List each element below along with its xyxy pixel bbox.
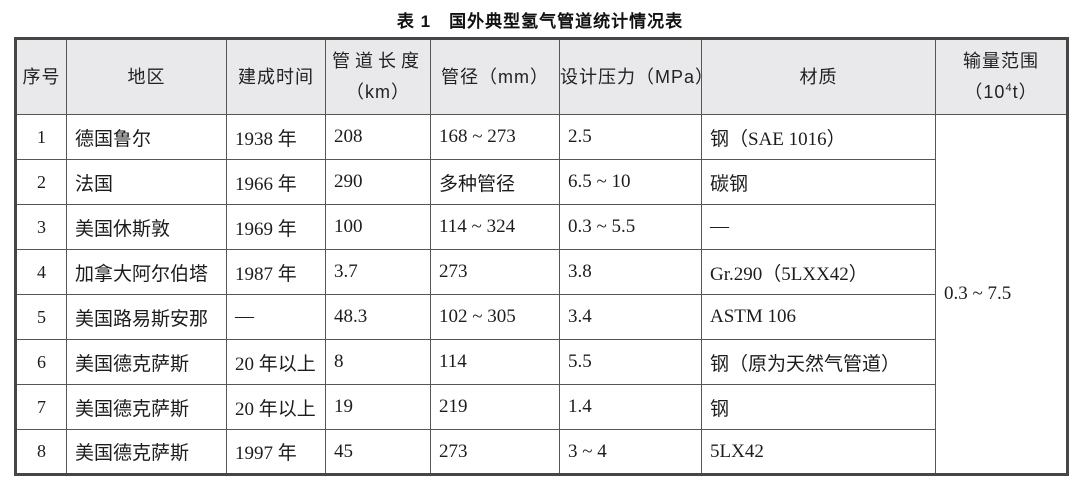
cell-design-pressure: 5.5 — [559, 339, 702, 385]
col-header-built-time: 建成时间 — [226, 38, 326, 115]
cell-diameter: 273 — [430, 249, 560, 295]
col-header-material-label: 材质 — [799, 66, 838, 87]
cell-material: 5LX42 — [701, 429, 936, 475]
cell-built-time: 1987 年 — [226, 249, 326, 295]
table-row: 4 加拿大阿尔伯塔 1987 年 3.7 273 3.8 Gr.290（5LXX… — [15, 249, 1068, 295]
cell-design-pressure: 2.5 — [559, 114, 702, 160]
cell-pipe-length: 45 — [325, 429, 431, 475]
col-header-pipe-length-unit: （km） — [346, 82, 410, 102]
cell-material: ASTM 106 — [701, 294, 936, 340]
cell-index: 1 — [15, 114, 67, 160]
cell-pipe-length: 100 — [325, 204, 431, 250]
output-range-unit-suffix: t） — [1012, 82, 1038, 102]
col-header-region: 地区 — [66, 38, 227, 115]
cell-diameter: 114 — [430, 339, 560, 385]
table-row: 2 法国 1966 年 290 多种管径 6.5 ~ 10 碳钢 — [15, 159, 1068, 205]
cell-material: 钢（SAE 1016） — [701, 114, 936, 160]
cell-diameter: 114 ~ 324 — [430, 204, 560, 250]
cell-index: 8 — [15, 429, 67, 475]
cell-material: 钢（原为天然气管道） — [701, 339, 936, 385]
cell-material: — — [701, 204, 936, 250]
cell-region: 美国德克萨斯 — [66, 339, 227, 385]
cell-index: 7 — [15, 384, 67, 430]
table-row: 7 美国德克萨斯 20 年以上 19 219 1.4 钢 — [15, 384, 1068, 430]
cell-diameter: 多种管径 — [430, 159, 560, 205]
col-header-output-range-label: 输量范围 — [963, 51, 1039, 72]
col-header-diameter-label: 管径（mm） — [441, 66, 549, 87]
cell-pipe-length: 3.7 — [325, 249, 431, 295]
cell-pipe-length: 290 — [325, 159, 431, 205]
cell-region: 法国 — [66, 159, 227, 205]
cell-index: 6 — [15, 339, 67, 385]
cell-diameter: 219 — [430, 384, 560, 430]
hydrogen-pipeline-stat-table: 序号 地区 建成时间 管道长度 （km） 管径（mm） 设计压力（MPa） — [14, 37, 1069, 476]
cell-built-time: 1966 年 — [226, 159, 326, 205]
cell-material: 碳钢 — [701, 159, 936, 205]
cell-region: 美国路易斯安那 — [66, 294, 227, 340]
cell-pipe-length: 208 — [325, 114, 431, 160]
col-header-design-pressure-label: 设计压力（MPa） — [560, 66, 702, 87]
col-header-output-range: 输量范围 （104t） — [935, 38, 1068, 115]
cell-region: 美国休斯敦 — [66, 204, 227, 250]
cell-pipe-length: 8 — [325, 339, 431, 385]
cell-material: Gr.290（5LXX42） — [701, 249, 936, 295]
col-header-pipe-length-label: 管道长度 — [332, 51, 424, 72]
cell-pipe-length: 19 — [325, 384, 431, 430]
col-header-index-label: 序号 — [22, 66, 61, 87]
cell-pipe-length: 48.3 — [325, 294, 431, 340]
caption-text: 国外典型氢气管道统计情况表 — [449, 12, 684, 31]
cell-built-time: 1997 年 — [226, 429, 326, 475]
cell-design-pressure: 3 ~ 4 — [559, 429, 702, 475]
header-row: 序号 地区 建成时间 管道长度 （km） 管径（mm） 设计压力（MPa） — [15, 38, 1068, 115]
cell-diameter: 168 ~ 273 — [430, 114, 560, 160]
cell-region: 德国鲁尔 — [66, 114, 227, 160]
cell-built-time: 20 年以上 — [226, 339, 326, 385]
cell-design-pressure: 0.3 ~ 5.5 — [559, 204, 702, 250]
col-header-index: 序号 — [15, 38, 67, 115]
cell-output-range-merged: 0.3 ~ 7.5 — [935, 114, 1068, 475]
table-row: 3 美国休斯敦 1969 年 100 114 ~ 324 0.3 ~ 5.5 — — [15, 204, 1068, 250]
cell-built-time: — — [226, 294, 326, 340]
cell-region: 美国德克萨斯 — [66, 429, 227, 475]
cell-design-pressure: 1.4 — [559, 384, 702, 430]
cell-design-pressure: 3.8 — [559, 249, 702, 295]
col-header-material: 材质 — [701, 38, 936, 115]
cell-diameter: 273 — [430, 429, 560, 475]
col-header-region-label: 地区 — [127, 66, 166, 87]
col-header-design-pressure: 设计压力（MPa） — [559, 38, 702, 115]
table-row: 1 德国鲁尔 1938 年 208 168 ~ 273 2.5 钢（SAE 10… — [15, 114, 1068, 475]
cell-region: 美国德克萨斯 — [66, 384, 227, 430]
cell-built-time: 20 年以上 — [226, 384, 326, 430]
cell-index: 2 — [15, 159, 67, 205]
cell-index: 4 — [15, 249, 67, 295]
col-header-built-time-label: 建成时间 — [238, 66, 314, 87]
col-header-pipe-length: 管道长度 （km） — [325, 38, 431, 115]
cell-diameter: 102 ~ 305 — [430, 294, 560, 340]
output-range-unit-prefix: （10 — [964, 82, 1006, 102]
cell-design-pressure: 6.5 ~ 10 — [559, 159, 702, 205]
table-row: 6 美国德克萨斯 20 年以上 8 114 5.5 钢（原为天然气管道） — [15, 339, 1068, 385]
caption-label: 表 1 — [396, 12, 432, 31]
table-row: 8 美国德克萨斯 1997 年 45 273 3 ~ 4 5LX42 — [15, 429, 1068, 475]
col-header-output-range-unit: （104t） — [937, 77, 1067, 108]
table-row: 5 美国路易斯安那 — 48.3 102 ~ 305 3.4 ASTM 106 — [15, 294, 1068, 340]
cell-design-pressure: 3.4 — [559, 294, 702, 340]
cell-index: 3 — [15, 204, 67, 250]
col-header-diameter: 管径（mm） — [430, 38, 560, 115]
cell-index: 5 — [15, 294, 67, 340]
cell-built-time: 1938 年 — [226, 114, 326, 160]
table-caption: 表 1 国外典型氢气管道统计情况表 — [0, 0, 1080, 37]
table-body: 1 德国鲁尔 1938 年 208 168 ~ 273 2.5 钢（SAE 10… — [15, 114, 1068, 475]
cell-material: 钢 — [701, 384, 936, 430]
cell-region: 加拿大阿尔伯塔 — [66, 249, 227, 295]
output-range-unit-sup: 4 — [1005, 82, 1013, 94]
cell-built-time: 1969 年 — [226, 204, 326, 250]
